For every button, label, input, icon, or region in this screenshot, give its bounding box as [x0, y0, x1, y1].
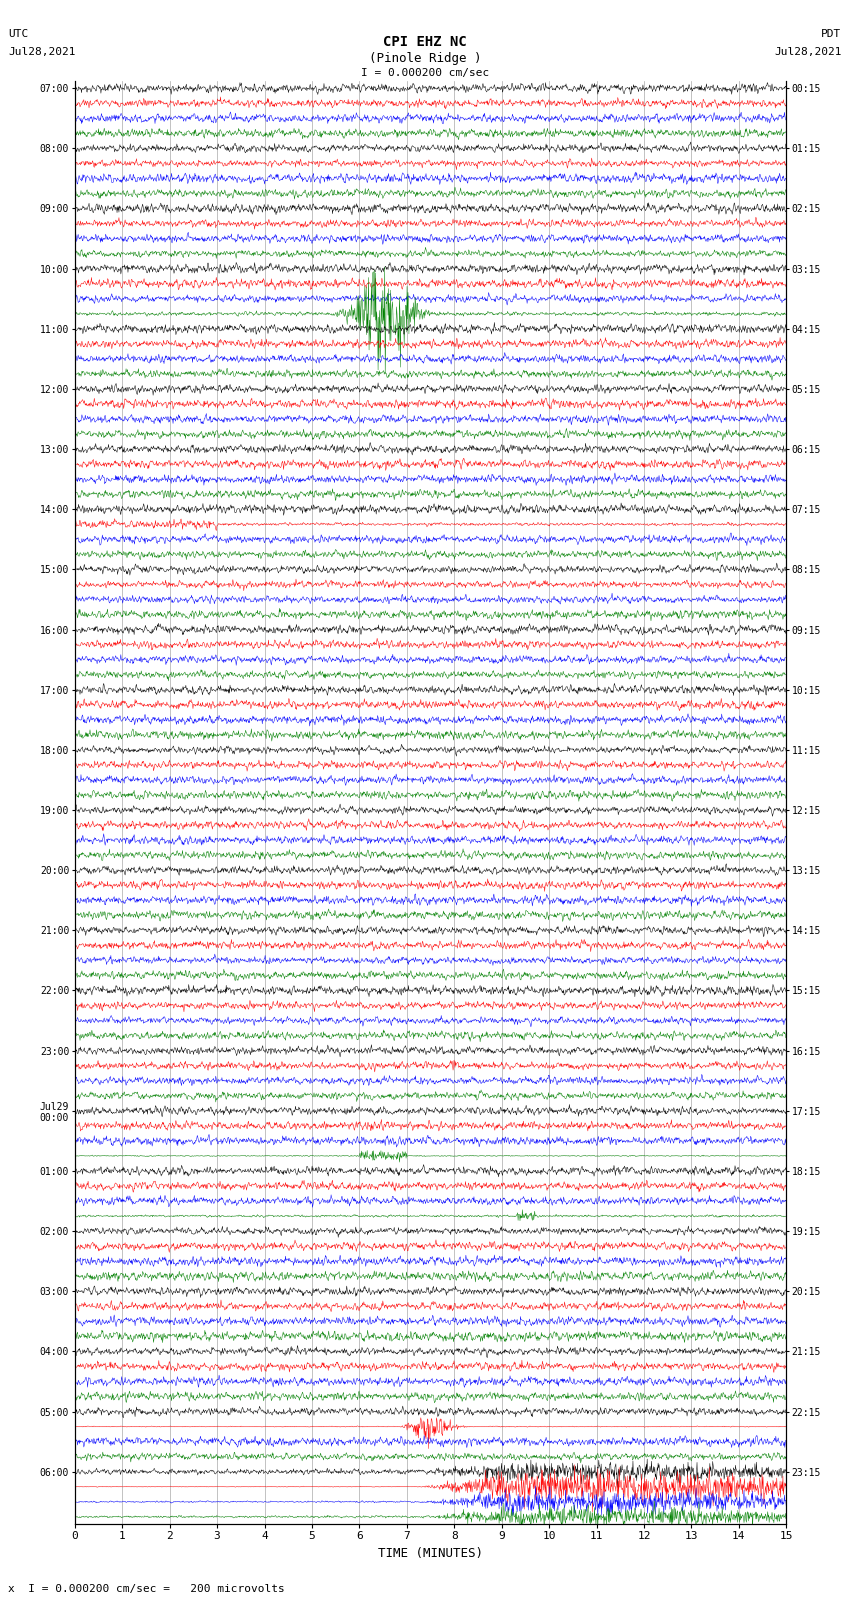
X-axis label: TIME (MINUTES): TIME (MINUTES) [378, 1547, 483, 1560]
Text: (Pinole Ridge ): (Pinole Ridge ) [369, 52, 481, 65]
Text: x  I = 0.000200 cm/sec =   200 microvolts: x I = 0.000200 cm/sec = 200 microvolts [8, 1584, 286, 1594]
Text: Jul28,2021: Jul28,2021 [774, 47, 842, 56]
Text: I = 0.000200 cm/sec: I = 0.000200 cm/sec [361, 68, 489, 77]
Text: UTC: UTC [8, 29, 29, 39]
Text: CPI EHZ NC: CPI EHZ NC [383, 35, 467, 50]
Text: Jul28,2021: Jul28,2021 [8, 47, 76, 56]
Text: PDT: PDT [821, 29, 842, 39]
